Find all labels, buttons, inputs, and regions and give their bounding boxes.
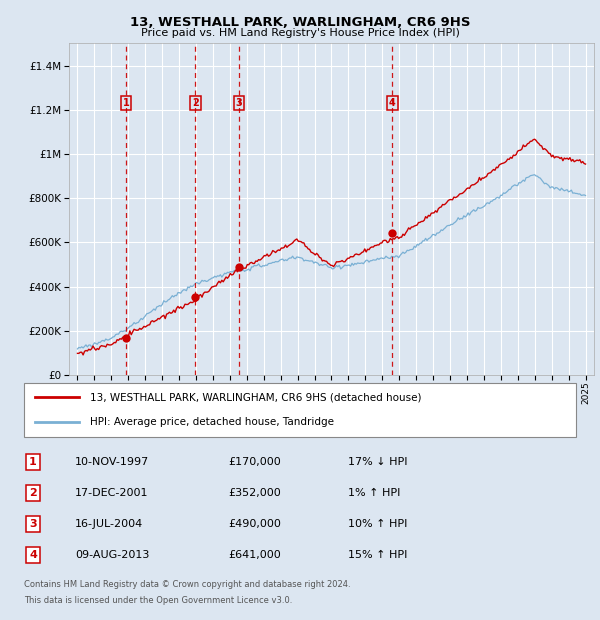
Text: 2: 2 [192,98,199,108]
Text: 1: 1 [122,98,130,108]
Text: 4: 4 [389,98,396,108]
Text: 10-NOV-1997: 10-NOV-1997 [75,457,149,467]
Text: 3: 3 [29,519,37,529]
Text: 1: 1 [29,457,37,467]
Text: Price paid vs. HM Land Registry's House Price Index (HPI): Price paid vs. HM Land Registry's House … [140,28,460,38]
Text: 4: 4 [29,550,37,560]
Text: HPI: Average price, detached house, Tandridge: HPI: Average price, detached house, Tand… [90,417,334,427]
FancyBboxPatch shape [24,383,576,437]
Text: This data is licensed under the Open Government Licence v3.0.: This data is licensed under the Open Gov… [24,596,292,604]
Text: 17% ↓ HPI: 17% ↓ HPI [348,457,407,467]
Text: 3: 3 [236,98,242,108]
Text: £490,000: £490,000 [228,519,281,529]
Text: £170,000: £170,000 [228,457,281,467]
Text: £641,000: £641,000 [228,550,281,560]
Text: 2: 2 [29,488,37,498]
Text: 09-AUG-2013: 09-AUG-2013 [75,550,149,560]
Text: 17-DEC-2001: 17-DEC-2001 [75,488,149,498]
Text: 15% ↑ HPI: 15% ↑ HPI [348,550,407,560]
Text: 1% ↑ HPI: 1% ↑ HPI [348,488,400,498]
Text: 16-JUL-2004: 16-JUL-2004 [75,519,143,529]
Text: 13, WESTHALL PARK, WARLINGHAM, CR6 9HS: 13, WESTHALL PARK, WARLINGHAM, CR6 9HS [130,16,470,29]
Text: Contains HM Land Registry data © Crown copyright and database right 2024.: Contains HM Land Registry data © Crown c… [24,580,350,588]
Text: 13, WESTHALL PARK, WARLINGHAM, CR6 9HS (detached house): 13, WESTHALL PARK, WARLINGHAM, CR6 9HS (… [90,392,422,402]
Text: £352,000: £352,000 [228,488,281,498]
Text: 10% ↑ HPI: 10% ↑ HPI [348,519,407,529]
